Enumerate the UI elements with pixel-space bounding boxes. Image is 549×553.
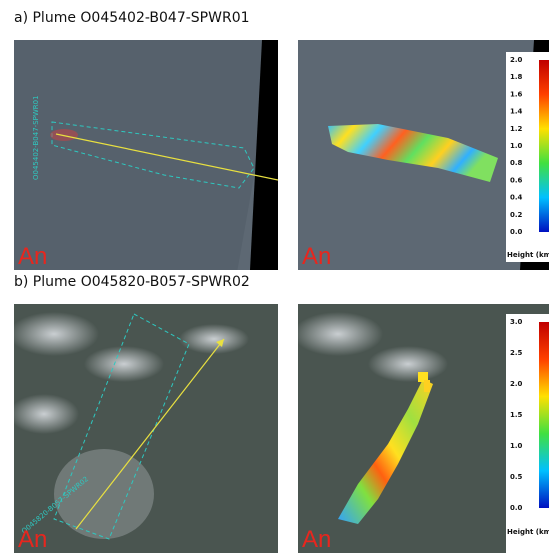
panel-title: b) Plume O045820-B057-SPWR02 [14, 274, 250, 290]
figure: a) Plume O045402-B047-SPWR01 b) Plume O0… [0, 0, 549, 553]
camera-label: An [302, 526, 331, 553]
colorbar-label: Height (km) [507, 251, 549, 259]
image: O045402-B047-SPWR01 An [0, 40, 278, 270]
image: An Height (km) 3.0 2.5 2.0 1.5 1.0 0.5 0.0 [293, 304, 549, 553]
colorbar-tick-label: 0.5 [510, 473, 523, 481]
colorbar-tick-label: 1.6 [510, 90, 523, 98]
colorbar-label: Height (km) [507, 528, 549, 536]
colorbar-tick-label: 0.8 [510, 159, 523, 167]
colorbar-tick-label: 1.0 [510, 442, 523, 450]
track-label: O045402-B047-SPWR01 [32, 95, 40, 180]
camera-label: An [302, 243, 331, 270]
colorbar: Height (km) 2.0 1.8 1.6 1.4 1.2 1.0 0.8 0.6 0.4 0… [506, 52, 549, 262]
colorbar-tick-label: 1.5 [510, 411, 523, 419]
camera-label: An [18, 526, 47, 553]
colorbar-tick-label: 0.6 [510, 176, 523, 184]
colorbar-tick-label: 0.4 [510, 194, 523, 202]
camera-label: An [18, 243, 47, 270]
panel-title: a) Plume O045402-B047-SPWR01 [14, 10, 250, 26]
colorbar-tick-label: 1.2 [510, 125, 523, 133]
colorbar-tick-label: 0.0 [510, 228, 523, 236]
colorbar: Height (km) 3.0 2.5 2.0 1.5 1.0 0.5 0.0 [506, 314, 549, 553]
colorbar-tick-label: 1.0 [510, 142, 523, 150]
colorbar-tick-label: 1.4 [510, 108, 523, 116]
colorbar-tick-label: 0.2 [510, 211, 523, 219]
image: An Height (km) 2.0 1.8 1.6 1.4 1.2 1.0 0.8 0.6 0… [298, 40, 549, 270]
image: O045820-B057-SPWR02 An [9, 304, 278, 553]
colorbar-tick-label: 1.8 [510, 73, 523, 81]
colorbar-tick-label: 2.5 [510, 349, 523, 357]
colorbar-tick-label: 2.0 [510, 380, 523, 388]
colorbar-tick-label: 3.0 [510, 318, 523, 326]
page: a) Plume O045402-B047-SPWR01 b) Plume O0… [0, 0, 549, 553]
colorbar-tick-label: 2.0 [510, 56, 523, 64]
colorbar-tick-label: 0.0 [510, 504, 523, 512]
